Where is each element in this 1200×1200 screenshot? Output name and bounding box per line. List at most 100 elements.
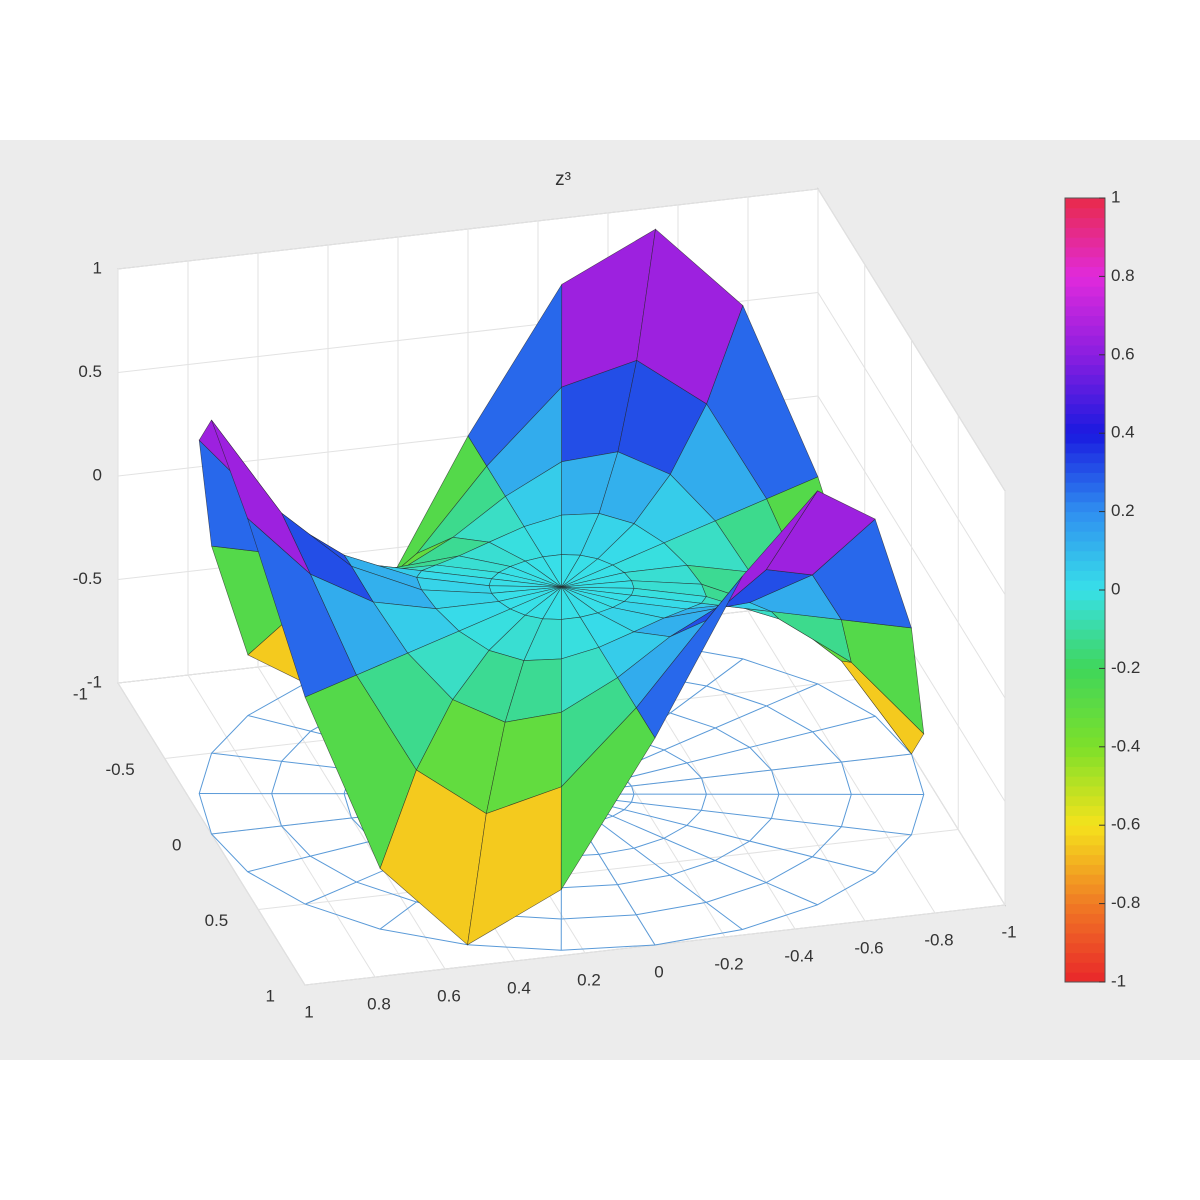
colorbar-segment — [1065, 413, 1105, 424]
colorbar-segment — [1065, 266, 1105, 277]
colorbar-segment — [1065, 394, 1105, 405]
surface-patch — [560, 707, 656, 891]
x-tick-label: 0 — [172, 835, 181, 854]
colorbar-segment — [1065, 560, 1105, 571]
colorbar-segment — [1065, 384, 1105, 395]
colorbar-segment — [1065, 570, 1105, 581]
z-tick-label: -0.5 — [73, 569, 102, 588]
colorbar-segment — [1065, 550, 1105, 562]
y-tick-label: -1 — [1001, 922, 1016, 941]
colorbar-segment — [1065, 198, 1105, 209]
colorbar-segment — [1065, 707, 1105, 718]
colorbar-segment — [1065, 217, 1105, 228]
colorbar-segment — [1065, 609, 1105, 620]
colorbar-segment — [1065, 854, 1105, 865]
colorbar-segment — [1065, 443, 1105, 454]
colorbar-segment — [1065, 354, 1105, 366]
y-tick-label: -0.6 — [854, 938, 883, 957]
x-tick-label: -0.5 — [105, 760, 134, 779]
colorbar-segment — [1065, 746, 1105, 758]
colorbar-segment — [1065, 403, 1105, 415]
colorbar-segment — [1065, 658, 1105, 669]
colorbar-segment — [1065, 296, 1105, 307]
colorbar-tick-label: -0.6 — [1111, 815, 1140, 834]
colorbar-segment — [1065, 972, 1105, 983]
colorbar-segment — [1065, 962, 1105, 973]
colorbar-segment — [1065, 835, 1105, 846]
y-tick-label: -0.2 — [714, 954, 743, 973]
colorbar-segment — [1065, 511, 1105, 522]
colorbar-segment — [1065, 305, 1105, 317]
colorbar-segment — [1065, 766, 1105, 777]
colorbar-segment — [1065, 815, 1105, 826]
colorbar-segment — [1065, 276, 1105, 287]
colorbar-segment — [1065, 893, 1105, 905]
colorbar-tick-label: -0.8 — [1111, 893, 1140, 912]
colorbar-segment — [1065, 521, 1105, 532]
colorbar-segment — [1065, 825, 1105, 836]
colorbar-segment — [1065, 639, 1105, 650]
colorbar-tick-label: 0.4 — [1111, 423, 1135, 442]
colorbar-segment — [1065, 648, 1105, 660]
colorbar-segment — [1065, 619, 1105, 630]
colorbar-segment — [1065, 795, 1105, 807]
colorbar-segment — [1065, 776, 1105, 787]
y-tick-label: -0.8 — [924, 930, 953, 949]
colorbar-segment — [1065, 452, 1105, 464]
colorbar-tick-label: 0.6 — [1111, 344, 1135, 363]
colorbar-segment — [1065, 531, 1105, 542]
colorbar-segment — [1065, 668, 1105, 679]
z-tick-label: -1 — [87, 672, 102, 691]
colorbar-segment — [1065, 325, 1105, 336]
colorbar-segment — [1065, 688, 1105, 699]
colorbar-segment — [1065, 923, 1105, 934]
colorbar-segment — [1065, 256, 1105, 268]
colorbar-tick-label: -0.2 — [1111, 658, 1140, 677]
y-tick-label: 0.4 — [507, 978, 531, 997]
colorbar-segment — [1065, 580, 1105, 591]
colorbar-tick-label: -0.4 — [1111, 736, 1140, 755]
base-contour — [561, 793, 876, 873]
colorbar-segment — [1065, 629, 1105, 640]
colorbar-segment — [1065, 756, 1105, 767]
colorbar-segment — [1065, 933, 1105, 944]
chart-title: z³ — [555, 169, 571, 190]
y-tick-label: 0.2 — [577, 970, 601, 989]
colorbar-segment — [1065, 874, 1105, 885]
colorbar-segment — [1065, 335, 1105, 346]
y-tick-label: 1 — [304, 1002, 313, 1021]
colorbar-segment — [1065, 462, 1105, 473]
colorbar-segment — [1065, 903, 1105, 914]
z-tick-label: 0.5 — [78, 362, 102, 381]
colorbar-segment — [1065, 501, 1105, 513]
z-tick-label: 0 — [93, 465, 102, 484]
x-tick-label: 0.5 — [205, 911, 229, 930]
colorbar-segment — [1065, 286, 1105, 297]
colorbar-segment — [1065, 433, 1105, 444]
colorbar-segment — [1065, 227, 1105, 238]
colorbar-segment — [1065, 364, 1105, 375]
colorbar-segment — [1065, 345, 1105, 356]
colorbar-segment — [1065, 727, 1105, 738]
x-tick-label: -1 — [73, 684, 88, 703]
colorbar-segment — [1065, 590, 1105, 601]
colorbar-tick-label: 1 — [1111, 187, 1120, 206]
y-tick-label: 0.8 — [367, 994, 391, 1013]
base-contour — [561, 793, 912, 836]
colorbar-tick-label: 0.2 — [1111, 501, 1135, 520]
colorbar-segment — [1065, 737, 1105, 748]
colorbar-segment — [1065, 482, 1105, 493]
colorbar-segment — [1065, 942, 1105, 954]
colorbar-segment — [1065, 864, 1105, 875]
colorbar-segment — [1065, 237, 1105, 248]
colorbar-segment — [1065, 697, 1105, 709]
colorbar-segment — [1065, 805, 1105, 816]
colorbar-tick-label: 0 — [1111, 579, 1120, 598]
colorbar-segment — [1065, 374, 1105, 385]
colorbar-segment — [1065, 884, 1105, 895]
colorbar-segment — [1065, 315, 1105, 326]
colorbar-segment — [1065, 423, 1105, 434]
colorbar-segment — [1065, 599, 1105, 611]
colorbar-segment — [1065, 844, 1105, 856]
